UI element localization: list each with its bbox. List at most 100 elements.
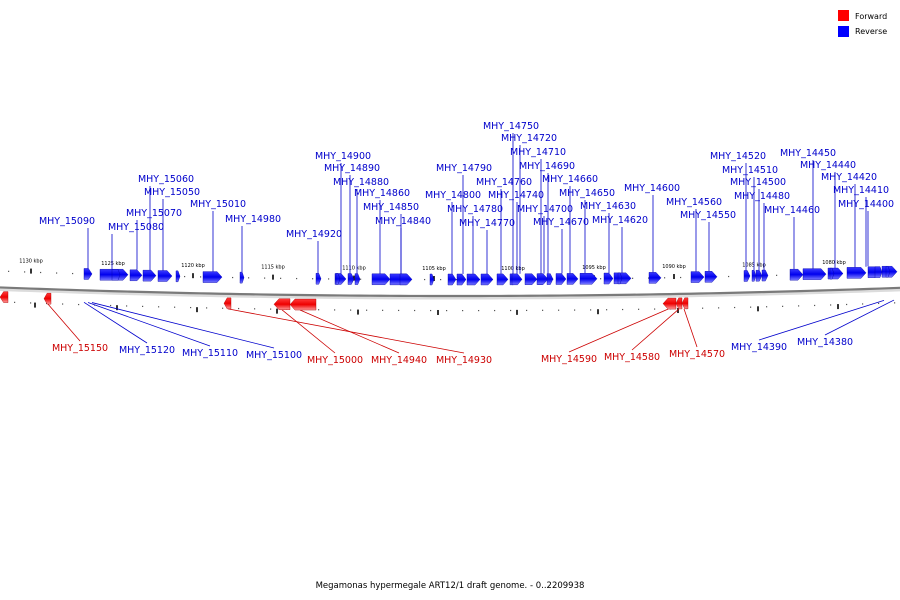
minor-tick: [766, 306, 768, 308]
gene-glyph: [111, 269, 121, 281]
gene-MHY_14600: [648, 272, 662, 284]
scale-tick-label: 1115 kbp: [261, 265, 285, 271]
gene-MHY_15000: [273, 298, 291, 310]
gene-label: MHY_14460: [764, 205, 820, 216]
gene-label: MHY_14760: [476, 177, 532, 188]
gene-MHY_14930: [223, 297, 232, 310]
gene-label: MHY_15090: [39, 216, 95, 227]
gene-label: MHY_14900: [315, 151, 371, 162]
minor-tick: [334, 309, 336, 311]
minor-tick: [248, 277, 250, 279]
leader-line: [568, 308, 669, 353]
minor-tick: [830, 304, 832, 306]
gene-label: MHY_14790: [436, 163, 492, 174]
leader-line: [281, 309, 336, 354]
minor-tick: [846, 303, 848, 306]
minor-tick: [776, 274, 778, 276]
leader-line: [87, 302, 211, 347]
gene-label: MHY_14920: [286, 229, 342, 240]
minor-tick: [894, 302, 896, 304]
leader-line: [631, 308, 680, 351]
gene-MHY_14770: [480, 273, 494, 286]
gene-label: MHY_14700: [517, 204, 573, 215]
minor-tick: [174, 306, 176, 308]
gene-MHY_15150: [0, 291, 9, 303]
minor-tick: [366, 309, 368, 311]
gene-MHY_14660: [566, 273, 579, 285]
gene-MHY_14740: [511, 273, 523, 286]
gene-label: MHY_14590: [541, 354, 597, 365]
gene-label: MHY_15070: [126, 208, 182, 219]
gene-label: MHY_15010: [190, 199, 246, 210]
minor-tick: [622, 308, 624, 311]
minor-tick: [446, 309, 448, 312]
gene-label: MHY_15120: [119, 345, 175, 356]
minor-tick: [222, 307, 224, 309]
minor-tick: [494, 309, 496, 312]
gene-MHY_14890: [347, 273, 355, 285]
gene-MHY_15070: [129, 269, 143, 282]
legend-reverse-swatch: [838, 26, 849, 37]
gene-label: MHY_14720: [501, 133, 557, 144]
minor-tick: [184, 275, 186, 278]
scale-tick-label: 1105 kbp: [422, 266, 446, 272]
gene-label: MHY_14740: [488, 190, 544, 201]
gene-label: MHY_14750: [483, 121, 539, 132]
minor-tick: [456, 278, 458, 281]
gene-label: MHY_15100: [246, 350, 302, 361]
gene-glyph: [874, 266, 883, 278]
leader-line: [47, 303, 81, 342]
gene-label: MHY_14420: [821, 172, 877, 183]
minor-tick: [862, 303, 864, 305]
scale-tick-label: 1120 kbp: [181, 263, 205, 269]
gene-label: MHY_15060: [138, 174, 194, 185]
gene-MHY_14450: [802, 268, 827, 280]
minor-tick: [600, 278, 602, 280]
gene-MHY_14980: [239, 271, 245, 284]
gene-MHY_14480: [761, 269, 769, 282]
minor-tick: [750, 306, 752, 308]
minor-tick: [606, 309, 608, 311]
gene-label: MHY_14860: [354, 188, 410, 199]
leader-line: [227, 308, 465, 354]
gene-glyph: [429, 273, 435, 286]
gene-label: MHY_14690: [519, 161, 575, 172]
gene-glyph: [829, 267, 835, 280]
gene-label: MHY_14550: [680, 210, 736, 221]
minor-tick: [232, 276, 234, 279]
minor-tick: [654, 308, 656, 310]
gene-label: MHY_14840: [375, 216, 431, 227]
gene-label: MHY_14670: [533, 217, 589, 228]
scale-tick-label: 1125 kbp: [101, 261, 125, 267]
minor-tick: [798, 305, 800, 307]
gene-label: MHY_14650: [559, 188, 615, 199]
minor-tick: [78, 303, 80, 306]
gene-label: MHY_14620: [592, 215, 648, 226]
legend-forward-label: Forward: [855, 12, 887, 21]
gene-MHY_14630: [603, 272, 614, 285]
minor-tick: [312, 278, 314, 280]
leader-line: [824, 299, 895, 336]
gene-label: MHY_14400: [838, 199, 894, 210]
minor-tick: [558, 309, 560, 311]
gene-MHY_15150: [43, 292, 52, 305]
minor-tick: [24, 271, 26, 273]
gene-MHY_15090: [83, 268, 93, 280]
gene-label: MHY_14850: [363, 202, 419, 213]
minor-tick: [424, 278, 426, 281]
minor-tick: [62, 303, 64, 305]
scale-tick-label: 1110 kbp: [342, 266, 366, 272]
gene-glyph: [175, 270, 181, 283]
gene-label: MHY_14710: [510, 147, 566, 158]
minor-tick: [680, 276, 682, 279]
gene-MHY_14590: [662, 297, 677, 310]
map-caption: Megamonas hypermegale ART12/1 draft geno…: [316, 581, 585, 591]
gene-label: MHY_14660: [542, 174, 598, 185]
minor-tick: [414, 309, 416, 312]
minor-tick: [440, 278, 442, 281]
minor-tick: [664, 277, 666, 279]
minor-tick: [360, 278, 362, 280]
gene-MHY_15060: [142, 269, 157, 282]
